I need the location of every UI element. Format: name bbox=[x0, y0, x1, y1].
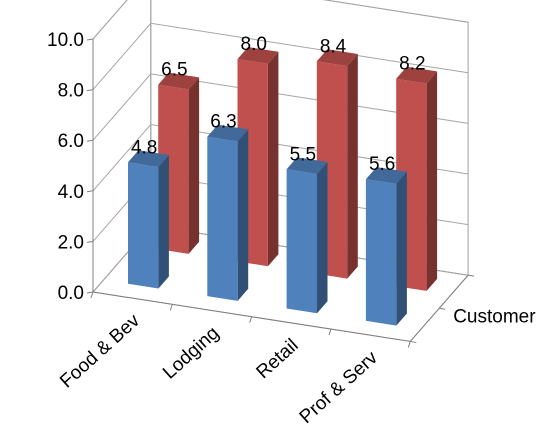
bar-side-face bbox=[317, 162, 328, 314]
gridline bbox=[92, 0, 469, 40]
x-tick-mark bbox=[90, 291, 94, 299]
y-tick-label: 4.0 bbox=[58, 182, 84, 203]
y-tick-mark bbox=[86, 89, 94, 92]
bar-top-face bbox=[286, 157, 328, 175]
bar-s1-lodging bbox=[207, 124, 249, 301]
gridline bbox=[92, 73, 469, 141]
bar-front-face bbox=[286, 169, 317, 314]
depth-tick-mark bbox=[468, 274, 475, 277]
bar-s1-prof-serv bbox=[365, 167, 407, 326]
depth-label: Customer bbox=[453, 306, 536, 327]
x-tick-mark bbox=[407, 341, 411, 348]
data-label: 8.0 bbox=[241, 34, 267, 55]
bar-top-face bbox=[316, 49, 358, 67]
y-tick-label: 8.0 bbox=[58, 81, 84, 102]
y-tick-mark bbox=[86, 139, 94, 142]
y-tick-label: 2.0 bbox=[58, 232, 84, 253]
bar-front-face bbox=[128, 162, 159, 289]
data-labels: 6.5 8.0 8.4 8.2 4.8 6.3 5.5 5.6 bbox=[131, 34, 426, 175]
data-label: 8.4 bbox=[320, 36, 347, 57]
bar-top-face bbox=[128, 150, 169, 168]
depth-axis-labels: Customer bbox=[453, 306, 536, 327]
bar-side-face bbox=[267, 51, 279, 267]
data-label: 6.5 bbox=[161, 60, 187, 81]
y-tick-mark bbox=[86, 291, 94, 294]
data-label: 4.8 bbox=[131, 137, 157, 158]
category-label: Retail bbox=[253, 335, 303, 383]
depth-tick-mark bbox=[410, 340, 417, 343]
y-tick-label: 10.0 bbox=[47, 30, 84, 51]
y-tick-label: 0.0 bbox=[58, 283, 84, 304]
data-label: 5.6 bbox=[369, 154, 395, 175]
bar-side-face bbox=[237, 129, 249, 301]
y-tick-mark bbox=[86, 38, 94, 41]
x-tick-mark bbox=[249, 316, 253, 323]
y-tick-mark bbox=[86, 240, 94, 243]
bar-top-face bbox=[396, 66, 438, 84]
bar-top-face bbox=[365, 167, 407, 184]
axes bbox=[86, 38, 475, 348]
y-axis-tick-labels: 0.0 2.0 4.0 6.0 8.0 10.0 bbox=[47, 30, 84, 304]
bar-s1-food-bev bbox=[128, 150, 169, 289]
y-tick-mark bbox=[86, 190, 94, 193]
bar-side-face bbox=[396, 171, 407, 326]
bar-front-face bbox=[365, 179, 397, 326]
data-label: 6.3 bbox=[210, 112, 236, 133]
category-label: Food & Bev bbox=[56, 310, 144, 392]
bar-top-face bbox=[207, 124, 249, 142]
gridline bbox=[92, 22, 469, 90]
bar-front-face bbox=[207, 136, 238, 301]
category-label: Lodging bbox=[159, 323, 223, 384]
y-tick-label: 6.0 bbox=[58, 131, 84, 152]
bar-side-face bbox=[426, 71, 438, 291]
bar-side-face bbox=[158, 155, 169, 289]
bar-top-face bbox=[158, 72, 200, 90]
data-label: 8.2 bbox=[399, 54, 425, 75]
bar-side-face bbox=[347, 54, 358, 279]
x-tick-mark bbox=[169, 304, 173, 311]
depth-tick-mark bbox=[439, 307, 446, 310]
data-label: 5.5 bbox=[290, 144, 316, 165]
bar-top-face bbox=[237, 47, 279, 64]
bars bbox=[128, 47, 438, 326]
bar-side-face bbox=[188, 77, 200, 254]
category-label: Prof & Serv bbox=[296, 347, 383, 428]
gridline bbox=[92, 123, 469, 192]
bar-s1-retail bbox=[286, 157, 328, 314]
x-tick-mark bbox=[328, 328, 332, 336]
